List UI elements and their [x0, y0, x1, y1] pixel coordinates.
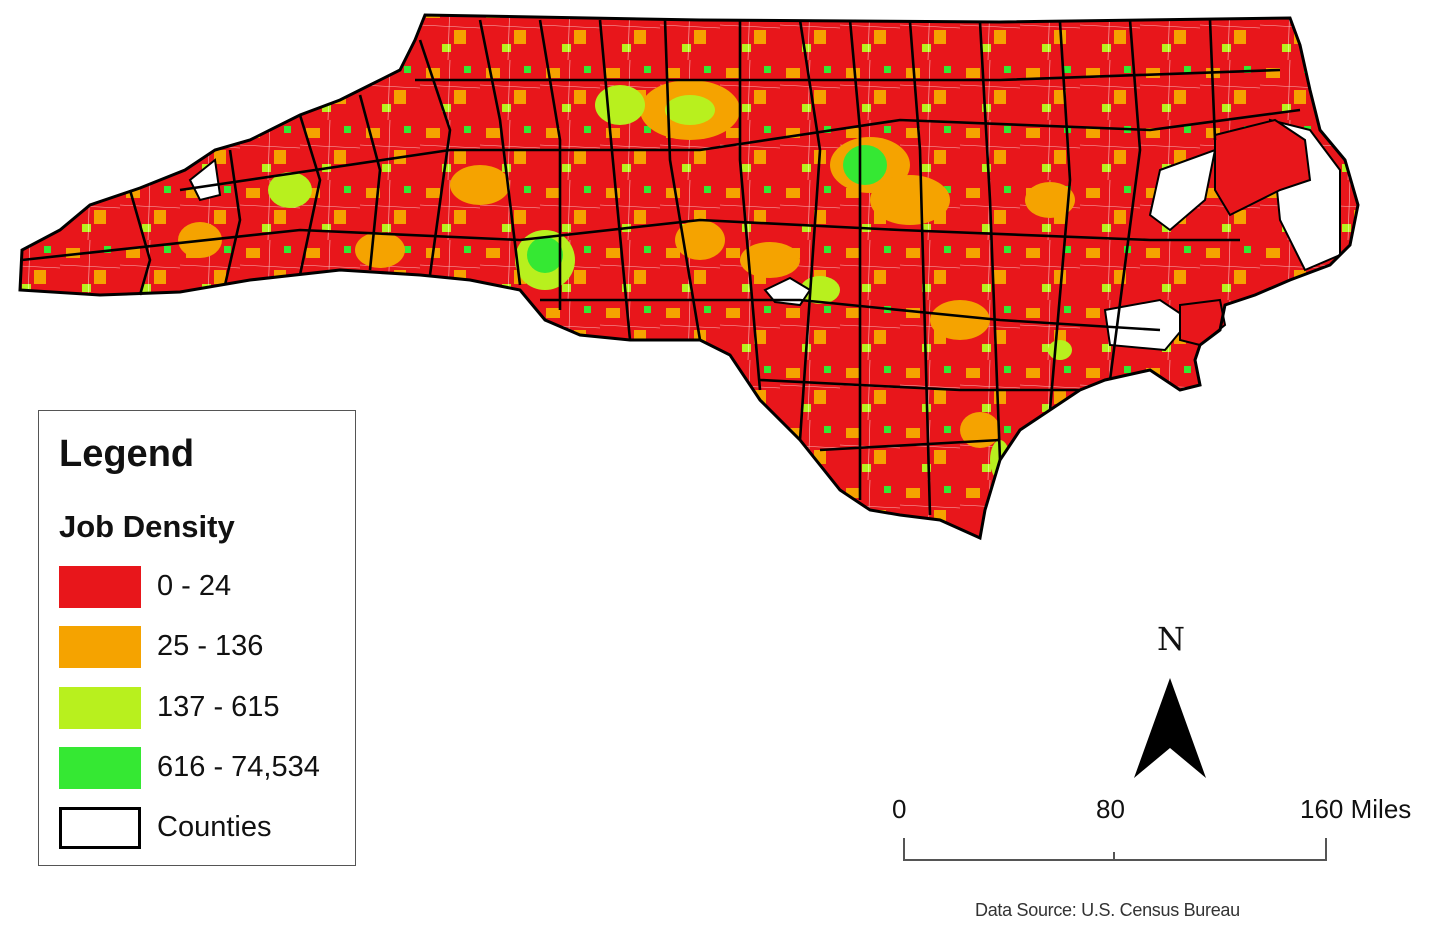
legend-label: 616 - 74,534: [157, 751, 320, 783]
legend-label: 25 - 136: [157, 630, 264, 662]
legend-swatch-orange: [59, 626, 141, 668]
white-gap-west: [188, 158, 222, 202]
map-area: [18, 13, 1360, 541]
legend-label: 137 - 615: [157, 691, 280, 723]
scale-label-80: 80: [1096, 794, 1125, 824]
north-arrow-label: N: [1157, 620, 1185, 658]
white-gap-pamlico: [1103, 298, 1192, 352]
nc-map: [18, 13, 1360, 541]
legend-item-0-24: 0 - 24: [59, 566, 349, 610]
north-arrow-icon: [1134, 678, 1206, 778]
scale-label-0: 0: [892, 794, 907, 824]
red-east-2: [1179, 298, 1227, 347]
white-gap-sound: [1148, 148, 1217, 232]
scale-label-160: 160 Miles: [1300, 794, 1412, 824]
legend-swatch-green: [59, 747, 141, 789]
legend-item-25-136: 25 - 136: [59, 626, 349, 670]
data-source-note: Data Source: U.S. Census Bureau: [975, 900, 1240, 920]
legend-label: 0 - 24: [157, 570, 232, 602]
legend-swatch-red: [59, 566, 141, 608]
legend: Legend Job Density 0 - 24 25 - 136 137 -…: [38, 410, 356, 866]
legend-subtitle: Job Density: [59, 509, 235, 544]
county-boundaries: [21, 19, 1301, 516]
legend-item-616-74534: 616 - 74,534: [59, 747, 349, 791]
legend-label: Counties: [157, 811, 272, 843]
scale-bar: 0 80 160 Miles: [880, 790, 1420, 870]
legend-item-counties: Counties: [59, 807, 349, 851]
legend-swatch-counties: [59, 807, 141, 849]
red-east-1: [1214, 118, 1312, 217]
legend-item-137-615: 137 - 615: [59, 687, 349, 731]
legend-swatch-lime: [59, 687, 141, 729]
state-outline: [18, 13, 1360, 541]
legend-title: Legend: [59, 433, 195, 475]
